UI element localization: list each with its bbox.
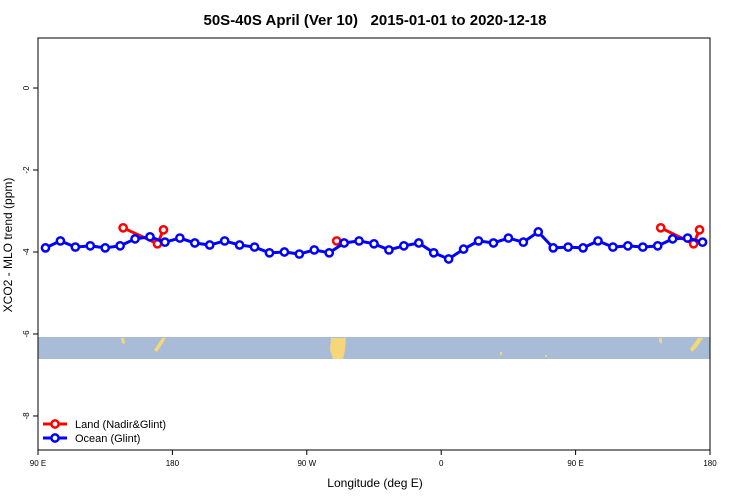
- data-point: [158, 225, 169, 235]
- data-point: [655, 222, 666, 233]
- y-tick-label: -6: [22, 330, 31, 338]
- x-tick-label: 180: [166, 459, 180, 468]
- data-point: [667, 234, 678, 244]
- data-point: [428, 247, 439, 258]
- data-point: [608, 242, 618, 252]
- data-point: [100, 243, 111, 253]
- legend: Land (Nadir&Glint) Ocean (Glint): [43, 419, 166, 445]
- ocean-strip: [38, 337, 710, 359]
- data-point: [279, 247, 290, 257]
- data-point: [324, 247, 335, 258]
- data-point: [623, 240, 633, 251]
- data-point: [118, 222, 128, 233]
- data-point: [189, 238, 200, 248]
- data-point: [354, 236, 364, 246]
- data-point: [399, 240, 409, 251]
- data-point: [204, 240, 215, 250]
- data-point: [518, 237, 529, 248]
- data-point: [697, 237, 708, 248]
- data-point: [413, 238, 424, 248]
- data-point: [145, 231, 155, 242]
- legend-label: Ocean (Glint): [75, 433, 140, 445]
- x-axis-label: Longitude (deg E): [327, 476, 422, 490]
- data-point: [384, 245, 394, 255]
- data-point: [55, 236, 66, 246]
- y-tick-label: -4: [22, 248, 31, 256]
- data-point: [40, 243, 51, 253]
- data-point: [694, 225, 705, 235]
- x-tick-label: 0: [439, 459, 444, 468]
- legend-marker: [50, 433, 60, 443]
- data-point: [503, 233, 514, 243]
- data-point: [130, 234, 140, 244]
- data-point: [548, 243, 559, 253]
- y-tick-label: -2: [22, 166, 31, 174]
- y-tick-label: 0: [22, 85, 31, 90]
- data-point: [563, 242, 573, 252]
- chart-title: 50S-40S April (Ver 10) 2015-01-01 to 202…: [204, 12, 547, 29]
- data-point: [533, 227, 544, 237]
- data-point: [369, 238, 379, 249]
- data-point: [682, 233, 693, 243]
- x-tick-label: 90 W: [297, 459, 316, 468]
- data-point: [70, 242, 81, 252]
- legend-label: Land (Nadir&Glint): [75, 419, 166, 431]
- data-point: [234, 240, 245, 250]
- x-tick-label: 90 E: [30, 459, 46, 468]
- data-point: [578, 243, 588, 253]
- data-point: [175, 233, 185, 243]
- data-point: [339, 238, 349, 248]
- data-point: [637, 242, 648, 252]
- data-point: [331, 236, 342, 246]
- data-point: [294, 249, 305, 259]
- data-point: [115, 240, 125, 251]
- data-point: [473, 236, 484, 246]
- x-tick-label: 90 E: [567, 459, 583, 468]
- data-point: [160, 237, 170, 248]
- data-point: [264, 247, 275, 258]
- data-point: [652, 240, 663, 251]
- x-tick-label: 180: [703, 459, 717, 468]
- y-axis-label: XCO2 - MLO trend (ppm): [1, 178, 15, 313]
- data-point: [458, 244, 469, 254]
- data-point: [219, 236, 230, 246]
- legend-marker: [50, 419, 60, 429]
- data-point: [249, 242, 260, 252]
- data-point: [593, 236, 603, 246]
- data-point: [309, 245, 320, 255]
- data-point: [443, 254, 454, 264]
- map-strip: [38, 337, 710, 359]
- data-point: [85, 240, 96, 251]
- y-tick-label: -8: [22, 412, 31, 420]
- plot-frame: [37, 37, 711, 451]
- data-point: [488, 238, 499, 248]
